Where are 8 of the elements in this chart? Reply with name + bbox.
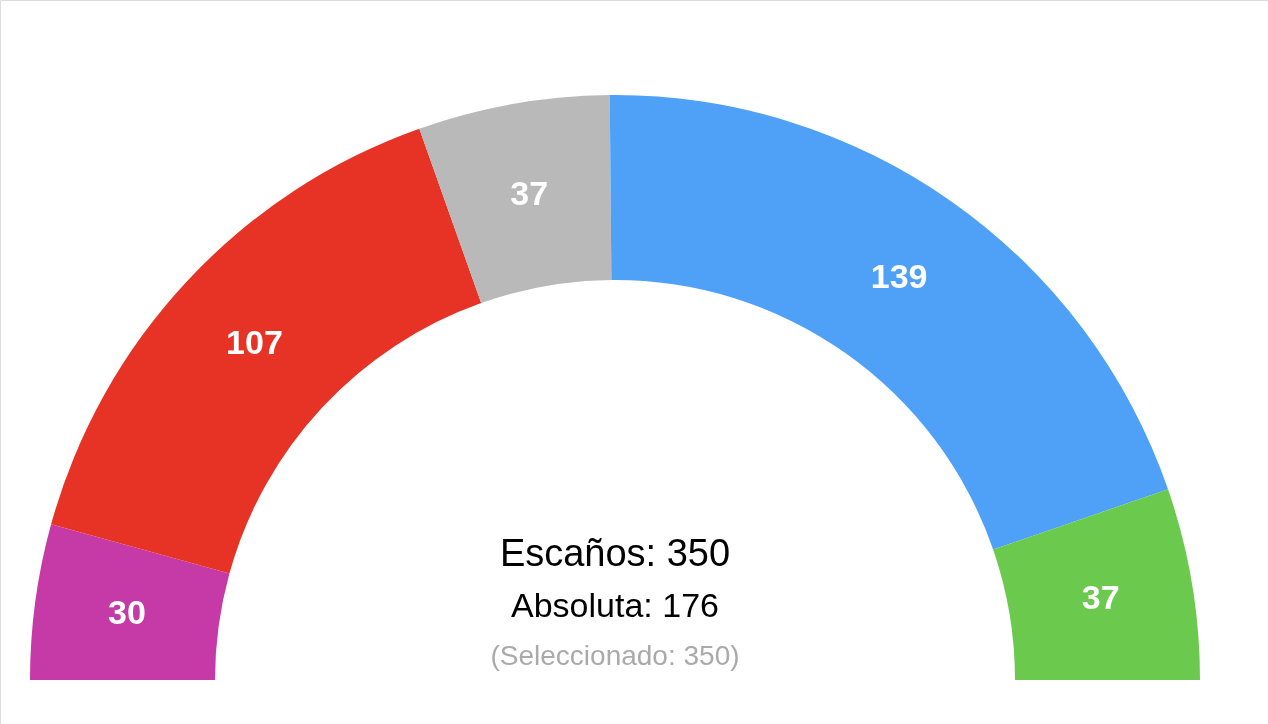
data-label: 37 [510, 174, 549, 213]
data-label: 37 [1081, 577, 1120, 616]
text: (Seleccionado: 350) [490, 640, 740, 671]
data-label: 107 [226, 323, 283, 362]
text: Escaños: 350 [499, 532, 731, 574]
text: Absoluta: 176 [511, 586, 719, 624]
data-label: 139 [870, 256, 928, 295]
data-label: 30 [108, 592, 146, 631]
